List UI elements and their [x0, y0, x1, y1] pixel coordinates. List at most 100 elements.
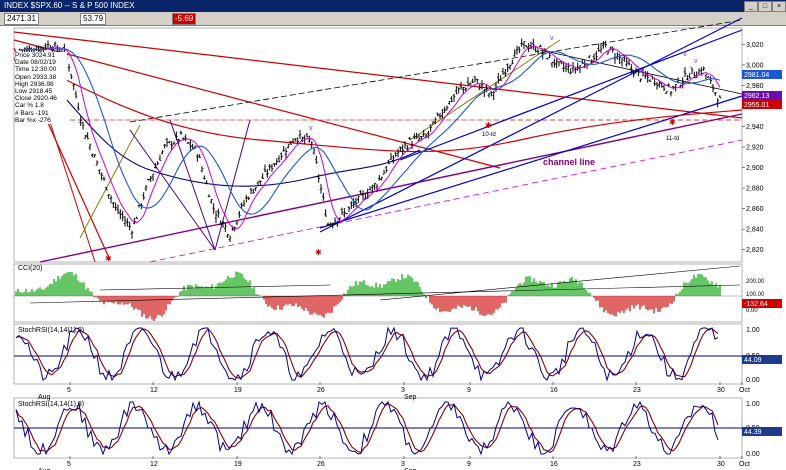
ohlc-bar — [39, 46, 43, 52]
price-y-tick-label: 2,980 — [746, 83, 764, 90]
stoch-y-tick-label: 0.00 — [746, 451, 760, 458]
ohlc-bar — [261, 173, 265, 179]
ohlc-bar — [44, 43, 48, 50]
price-bars — [18, 38, 722, 243]
ohlc-bar — [111, 202, 115, 208]
ohlc-bar — [461, 86, 465, 94]
ohlc-bar — [664, 91, 668, 95]
ohlc-bar — [221, 220, 225, 228]
olive-trendline-1 — [79, 124, 141, 239]
ohlc-bar — [72, 84, 76, 91]
ohlc-bar — [123, 215, 127, 227]
ohlc-bar — [149, 175, 153, 183]
ohlc-bar — [97, 169, 101, 175]
ohlc-bar — [345, 213, 349, 215]
ohlc-bar — [471, 78, 475, 83]
ohlc-bar — [594, 50, 598, 61]
ohlc-bar — [480, 80, 484, 90]
ohlc-bar — [349, 201, 353, 209]
ohlc-bar — [606, 50, 610, 55]
info-row-barx: Bar %x -276 — [15, 116, 51, 124]
ohlc-bar — [86, 132, 90, 140]
ohlc-bar — [443, 106, 447, 114]
stoch-value-label: 44.09 — [744, 357, 762, 364]
ohlc-bar — [289, 140, 293, 145]
x-tick-label: 30 — [717, 461, 725, 468]
toolbar: 2471.31 53.79 -5.69 — [0, 12, 786, 26]
price-tag-box — [742, 91, 782, 100]
ohlc-bar — [118, 209, 122, 220]
ohlc-bar — [436, 112, 440, 117]
ohlc-bar — [214, 210, 218, 224]
blue-channel-lower — [319, 95, 743, 229]
ohlc-bar — [296, 137, 300, 145]
ohlc-bar — [153, 162, 157, 169]
ohlc-bar — [503, 68, 507, 77]
ohlc-bar — [219, 220, 223, 226]
ohlc-bar — [639, 78, 643, 83]
cci-label: CCI(20) — [18, 265, 43, 272]
cci-y-tick-label: 100.00 — [746, 292, 765, 298]
maximize-button[interactable]: □ — [758, 1, 772, 12]
cci-value-tag — [742, 299, 782, 308]
ohlc-bar — [667, 83, 671, 87]
ohlc-bar — [384, 165, 388, 173]
magenta-short-average — [19, 45, 721, 230]
ohlc-bar — [394, 152, 398, 157]
ohlc-bar — [333, 217, 337, 225]
x-tick-label: 5 — [67, 461, 71, 468]
stochrsi-panel-1 — [13, 323, 743, 385]
ohlc-bar — [265, 168, 269, 178]
ohlc-bar — [356, 196, 360, 203]
ohlc-bar — [706, 75, 710, 78]
ohlc-bar — [517, 46, 521, 54]
price-tag-box — [742, 70, 782, 79]
ohlc-bar — [529, 41, 533, 50]
ohlc-bar — [576, 62, 580, 71]
ohlc-bar — [272, 163, 276, 167]
window-title: INDEX $SPX.60 -- S & P 500 INDEX — [4, 1, 135, 10]
x-tick-label: 23 — [633, 461, 641, 468]
ohlc-bar — [555, 58, 559, 69]
x-tick-label: 3 — [401, 461, 405, 468]
ohlc-bar — [387, 159, 391, 165]
ohlc-bar — [132, 217, 136, 225]
minimize-button[interactable]: _ — [744, 1, 758, 12]
ohlc-bar — [522, 41, 526, 50]
ohlc-bar — [450, 96, 454, 103]
ohlc-bar — [128, 221, 132, 231]
price-panel — [13, 27, 743, 263]
ohlc-bar — [578, 64, 582, 74]
red-trendline-1 — [13, 31, 743, 119]
ohlc-bar — [426, 130, 430, 139]
x-tick-label: Oct — [739, 387, 750, 394]
stoch-signal-line — [15, 402, 719, 454]
ohlc-bar — [263, 164, 267, 173]
black-dashed-line — [129, 19, 743, 123]
ohlc-bar — [538, 44, 542, 48]
ohlc-bar — [389, 152, 393, 161]
ohlc-bar — [447, 100, 451, 105]
ohlc-bar — [657, 81, 661, 88]
price-tag-label: 2962.13 — [744, 93, 769, 100]
ohlc-bar — [184, 134, 188, 142]
ohlc-bar — [415, 132, 419, 139]
x-tick-label: 19 — [234, 387, 242, 394]
ohlc-bar — [347, 206, 351, 213]
x-tick-label: 5 — [67, 387, 71, 394]
ohlc-bar — [142, 192, 146, 200]
ohlc-bar — [368, 186, 372, 191]
ohlc-bar — [601, 41, 605, 49]
price-y-tick-label: 2,900 — [746, 165, 764, 172]
td-annotation-2: 11-td — [666, 136, 679, 142]
x-tick-label: 9 — [467, 461, 471, 468]
ohlc-bar — [464, 87, 468, 92]
ohlc-bar — [352, 198, 356, 209]
blue-channel-upper — [319, 17, 743, 233]
ohlc-bar — [90, 153, 94, 158]
stoch-main-line — [15, 400, 719, 456]
ohlc-bar — [172, 141, 176, 145]
data-info-panel: Price 3024.91 Date 08/02/19 Time 12:30:0… — [15, 52, 67, 125]
ohlc-bar — [242, 199, 246, 207]
